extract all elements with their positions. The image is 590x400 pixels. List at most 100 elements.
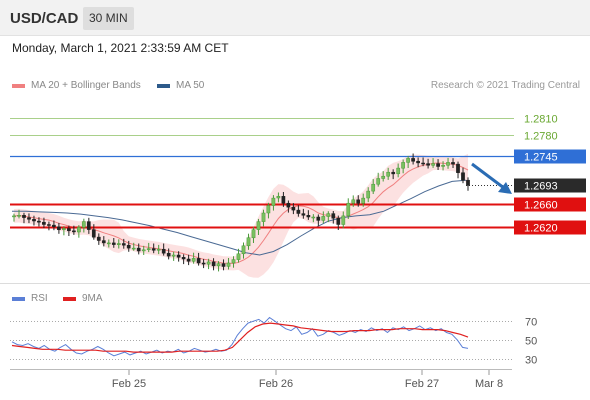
candle-body <box>17 215 21 217</box>
rsi-tick-label: 30 <box>525 355 537 367</box>
candle-body <box>22 215 26 218</box>
candle-body <box>466 179 470 186</box>
candle-body <box>211 261 216 267</box>
candle-body <box>281 196 286 204</box>
candle-body <box>396 167 401 175</box>
candle-body <box>101 240 106 244</box>
candle-body <box>231 259 236 264</box>
rsi-tick-label: 70 <box>525 317 537 329</box>
candle-body <box>381 175 386 179</box>
candle-body <box>161 248 166 254</box>
candle-body <box>181 257 186 260</box>
chart-datetime: Monday, March 1, 2021 2:33:59 AM CET <box>12 41 229 55</box>
legend-9ma: 9MA <box>63 293 103 304</box>
rsi-ma9-line <box>11 322 469 353</box>
candle-body <box>346 202 351 217</box>
candle-body <box>12 215 16 218</box>
level-badge-support-1 <box>514 197 586 212</box>
candle-body <box>371 183 376 192</box>
candle-body <box>406 158 410 163</box>
candle-body <box>241 245 246 255</box>
symbol-label: USD/CAD <box>10 10 79 27</box>
candle-body <box>296 209 301 214</box>
candle-body <box>196 258 201 264</box>
candle-body <box>96 236 101 241</box>
legend-ma50: MA 50 <box>157 80 204 91</box>
candle-body <box>111 242 116 245</box>
candle-body <box>431 163 435 166</box>
candle-body <box>201 262 206 265</box>
candle-body <box>226 262 231 267</box>
candle-body <box>411 158 415 162</box>
candle-body <box>321 216 326 221</box>
research-credit: Research © 2021 Trading Central <box>430 80 580 91</box>
candle-body <box>276 196 281 199</box>
level-label-resistance-1: 1.2780 <box>524 131 558 143</box>
legend-rsi: RSI <box>12 293 48 304</box>
candle-body <box>421 162 425 165</box>
candle-body <box>436 163 440 167</box>
candle-body <box>72 230 76 233</box>
candle-body <box>366 190 371 199</box>
candle-body <box>106 242 111 245</box>
candle-body <box>131 247 136 250</box>
candle-body <box>86 221 91 230</box>
candle-body <box>67 228 71 232</box>
candle-body <box>77 227 81 233</box>
candle-body <box>331 213 336 219</box>
candle-body <box>37 220 41 223</box>
ma9-label: 9MA <box>82 293 103 304</box>
candle-body <box>246 237 251 247</box>
candle-body <box>221 263 226 267</box>
candle-body <box>57 226 61 230</box>
level-label-resistance-2: 1.2810 <box>524 114 558 126</box>
forecast-arrow-head <box>498 182 512 194</box>
candle-body <box>416 160 420 164</box>
ma50-label: MA 50 <box>176 80 205 91</box>
level-label-support-1: 1.2660 <box>524 200 558 212</box>
x-tick-label: Feb 25 <box>112 378 146 390</box>
candle-body <box>266 205 271 214</box>
candle-body <box>126 244 131 249</box>
ma20-swatch <box>12 83 25 88</box>
candle-body <box>136 247 141 252</box>
candle-body <box>206 261 211 265</box>
candle-body <box>176 254 181 258</box>
candle-body <box>451 162 455 165</box>
candle-body <box>191 258 196 262</box>
candle-body <box>286 202 291 208</box>
candle-body <box>62 228 66 230</box>
ma20-line <box>13 162 469 265</box>
candle-body <box>91 229 96 238</box>
rsi-swatch <box>12 296 25 301</box>
level-badge-pivot <box>514 149 586 164</box>
candle-body <box>456 163 460 173</box>
candle-body <box>336 217 341 225</box>
candle-body <box>216 263 221 267</box>
candle-body <box>461 172 465 181</box>
timeframe-badge[interactable]: 30 MIN <box>83 7 134 30</box>
level-badge-support-2 <box>514 220 586 235</box>
candle-body <box>116 243 121 245</box>
ma50-swatch <box>157 83 170 88</box>
candle-body <box>42 221 46 225</box>
candle-body <box>386 171 391 177</box>
x-tick-label: Feb 27 <box>405 378 439 390</box>
candle-body <box>52 224 56 228</box>
candle-body <box>27 217 31 220</box>
candle-body <box>271 197 276 206</box>
candle-body <box>376 178 381 185</box>
candle-body <box>316 216 321 221</box>
candle-body <box>236 253 241 260</box>
candle-body <box>261 212 266 222</box>
candle-body <box>326 213 331 217</box>
candle-body <box>426 163 430 166</box>
candle-body <box>446 162 450 166</box>
candle-body <box>441 165 445 167</box>
candle-body <box>361 197 366 204</box>
candle-body <box>341 215 346 225</box>
rsi-tick-label: 50 <box>525 336 537 348</box>
candle-body <box>301 213 306 216</box>
legend-ma20: MA 20 + Bollinger Bands <box>12 80 141 91</box>
